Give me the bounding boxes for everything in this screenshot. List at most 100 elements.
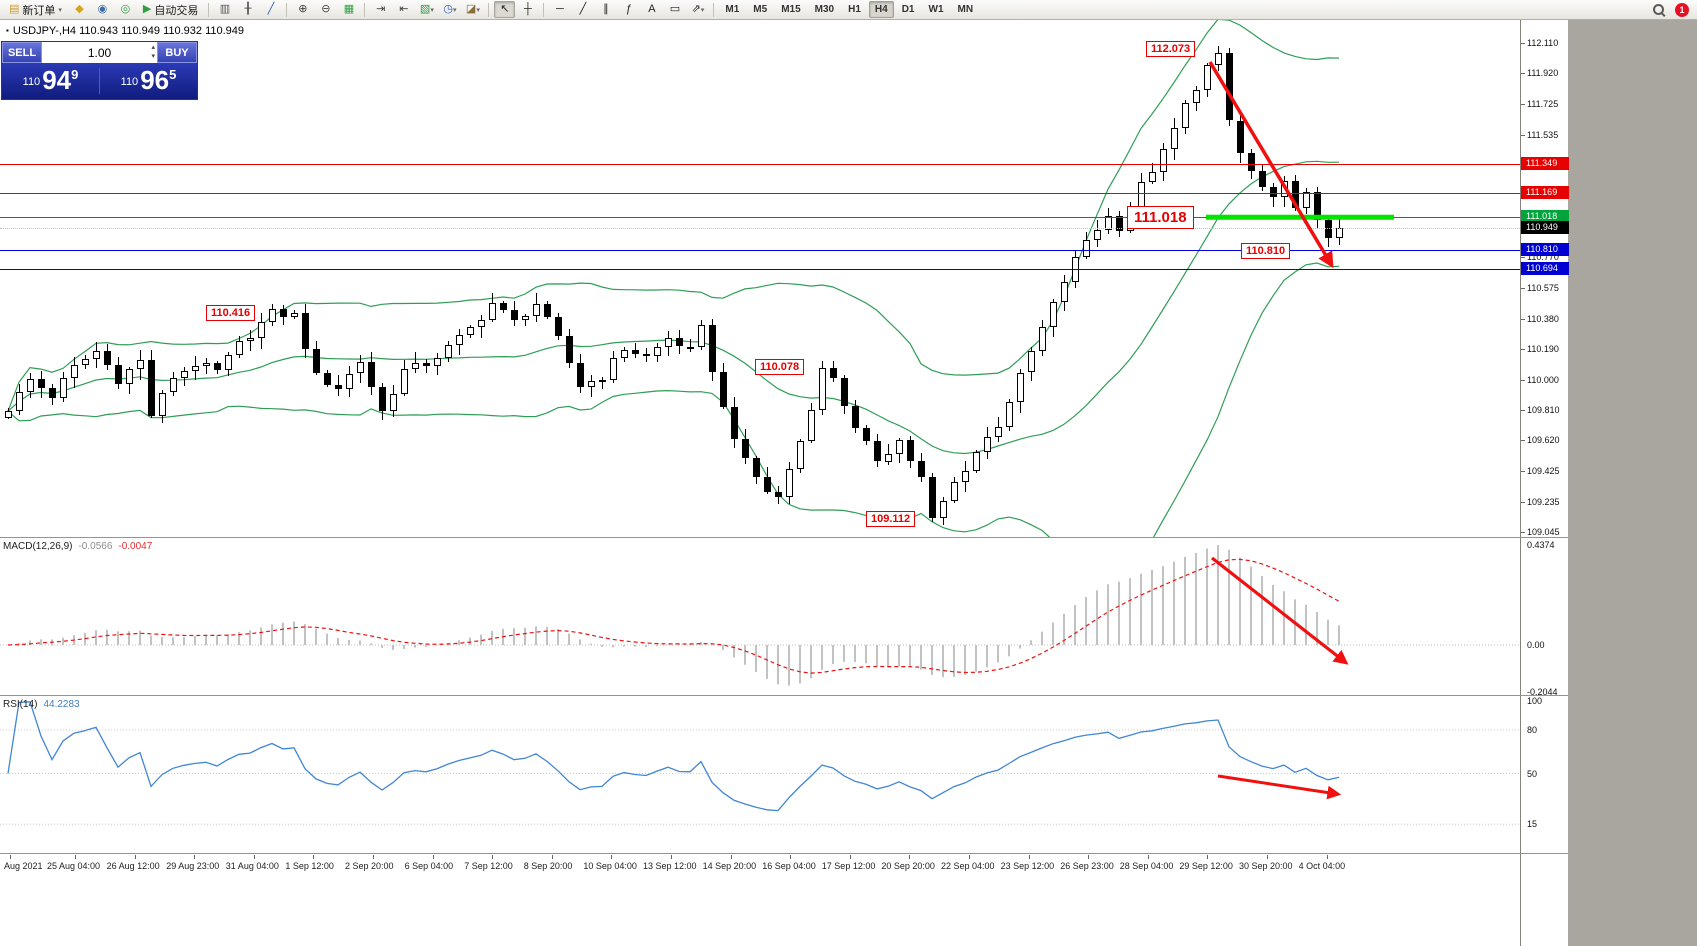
buy-button[interactable]: BUY (157, 42, 197, 63)
sell-button[interactable]: SELL (2, 42, 42, 63)
candlestick-chart-button[interactable]: ╂ (237, 1, 258, 18)
tester-button[interactable]: ▦ (338, 1, 359, 18)
price-tick-mark (1521, 319, 1525, 320)
auto-scroll-button[interactable]: ⇥ (370, 1, 391, 18)
horizontal-line-button[interactable]: ─ (549, 1, 570, 18)
timeframe-mn-button[interactable]: MN (957, 4, 974, 15)
candle (5, 411, 12, 418)
timeframe-h4-button[interactable]: H4 (868, 1, 894, 18)
candle-wick (415, 352, 416, 373)
trendline-button[interactable]: ╱ (572, 1, 593, 18)
search-icon (1652, 3, 1665, 16)
new-chart-button[interactable]: ▧ ▾ (416, 1, 437, 18)
volume-down-button[interactable]: ▾ (151, 52, 155, 60)
candle (159, 392, 166, 416)
candle (731, 406, 738, 440)
time-tick-label: 13 Sep 12:00 (643, 861, 697, 871)
candle (874, 440, 881, 462)
bar-chart-button[interactable]: ▥ (214, 1, 235, 18)
candle (1094, 230, 1101, 240)
panel-separator[interactable] (0, 537, 1568, 538)
horizontal-level-line[interactable] (0, 268, 1520, 270)
horizontal-level-line[interactable] (0, 217, 1520, 219)
price-axis[interactable]: 112.110 111.920 111.725 111.535 110.770 110.5… (1520, 20, 1569, 946)
rsi-scale-label: 15 (1527, 819, 1538, 830)
fibonacci-button[interactable]: ƒ (618, 1, 639, 18)
charts-profile-button[interactable]: ◆ (69, 1, 90, 18)
chart-shift-button[interactable]: ⇤ (393, 1, 414, 18)
candle-wick (690, 339, 691, 352)
candle (984, 437, 991, 452)
timeframe-m15-button[interactable]: M15 (781, 4, 801, 15)
time-tick-mark (492, 855, 494, 859)
auto-trading-button[interactable]: ▶ 自动交易 (138, 1, 203, 18)
new-order-button[interactable]: ▤ 新订单 ▾ (4, 1, 67, 18)
candle (82, 358, 89, 365)
candle (1149, 171, 1156, 182)
price-tick-mark (1521, 349, 1525, 351)
timeframe-m30-button[interactable]: M30 (814, 4, 835, 15)
chart-icon: ▪ (6, 26, 9, 35)
candle (291, 313, 298, 317)
notifications-badge[interactable]: 1 (1675, 2, 1689, 17)
line-chart-button[interactable]: ╱ (260, 1, 281, 18)
sell-price[interactable]: 110 94 9 (2, 67, 99, 95)
new-order-button-label: 新订单 (22, 4, 56, 17)
candle (390, 394, 397, 411)
channel-button[interactable]: ∥ (595, 1, 616, 18)
bollinger-lower-band (7, 262, 1340, 537)
price-tick-label: 111.920 (1527, 68, 1559, 79)
search-button[interactable] (1648, 1, 1669, 18)
price-tick-mark (1521, 440, 1525, 442)
candle (203, 363, 210, 366)
candle (522, 316, 529, 321)
panel-separator[interactable] (0, 695, 1568, 696)
candle (302, 313, 309, 350)
candle (1237, 120, 1244, 153)
horizontal-level-line[interactable] (0, 250, 1520, 252)
label-button[interactable]: ▭ (664, 1, 685, 18)
macd-panel[interactable]: MACD(12,26,9) -0.0566 -0.0047 (0, 538, 1520, 695)
community-button[interactable]: ◎ (115, 1, 136, 18)
label-icon: ▭ (669, 3, 681, 15)
crosshair-button[interactable]: ┼ (517, 1, 538, 18)
time-tick-mark (373, 855, 374, 859)
zoom-out-button[interactable]: ⊖ (315, 1, 336, 18)
rsi-panel[interactable]: RSI(14) 44.2283 (0, 696, 1520, 853)
blue-circle-icon: ◉ (97, 3, 108, 15)
arrows-button[interactable]: ⇗ ▾ (687, 1, 708, 18)
toolbar-separator (713, 2, 715, 17)
market-watch-button[interactable]: ◉ (92, 1, 113, 18)
horizontal-level-line[interactable] (0, 164, 1520, 166)
cursor-button[interactable]: ↖ (494, 1, 516, 18)
price-tick-label: 110.000 (1527, 374, 1559, 385)
downtrend-arrow[interactable] (1208, 61, 1334, 269)
time-tick-label: 30 Sep 20:00 (1239, 861, 1293, 871)
volume-up-button[interactable]: ▴ (151, 43, 155, 51)
time-tick-mark (253, 855, 255, 859)
periods-button[interactable]: ◷ ▾ (439, 1, 460, 18)
timeframe-d1-button[interactable]: D1 (901, 4, 915, 15)
time-tick-label: 16 Sep 04:00 (762, 861, 816, 871)
text-button[interactable]: A (641, 1, 662, 18)
volume-input[interactable]: 1.00 ▴ ▾ (42, 42, 157, 63)
zoom-in-button[interactable]: ⊕ (292, 1, 313, 18)
buy-price-big: 96 (140, 65, 170, 95)
timeframe-w1-button[interactable]: W1 (928, 4, 944, 15)
timeframe-m1-button[interactable]: M1 (725, 4, 740, 15)
toolbar-separator (208, 2, 210, 17)
indicators-button[interactable]: ◪ ▾ (462, 1, 483, 18)
rsi-downtrend-arrow[interactable] (1217, 774, 1342, 800)
timeframe-h1-button[interactable]: H1 (848, 4, 861, 15)
trendline-icon: ╱ (579, 3, 587, 15)
horizontal-level-line[interactable] (0, 193, 1520, 195)
buy-price[interactable]: 110 96 5 (100, 67, 197, 95)
price-tag: 111.169 (1521, 186, 1569, 200)
panel-separator[interactable] (0, 853, 1568, 854)
price-chart-panel[interactable]: 112.073 111.018 110.810 110.416 110.078 109.1… (0, 20, 1520, 537)
candle (841, 377, 848, 406)
timeframe-m5-button[interactable]: M5 (753, 4, 768, 15)
time-axis[interactable]: Aug 2021 25 Aug 04:00 26 Aug 12:00 29 Aug 2… (0, 854, 1520, 876)
time-tick-mark (551, 855, 553, 859)
macd-downtrend-arrow[interactable] (1211, 556, 1349, 665)
